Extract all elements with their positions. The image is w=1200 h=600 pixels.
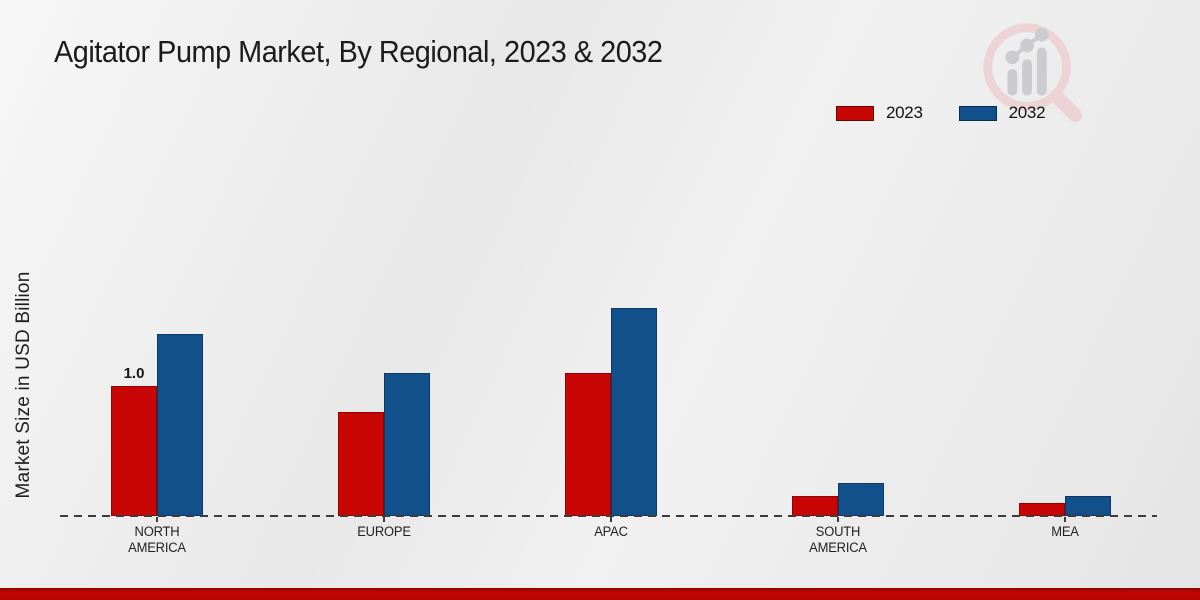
bar-2023-europe [338,412,384,516]
magnifier-bar-chart-logo [983,23,1083,123]
bar-2023-north-america [111,386,157,516]
legend-swatch-2023 [836,105,874,121]
category-label-north-america: NORTH AMERICA [128,524,186,555]
category-label-apac: APAC [594,524,628,539]
bar-2032-apac [611,308,657,516]
x-axis-tick [610,517,612,522]
y-axis-label: Market Size in USD Billion [13,271,34,499]
legend: 2023 2032 [836,103,1046,123]
x-axis-tick [156,517,158,522]
category-label-europe: EUROPE [357,524,411,539]
bar-2032-south-america [838,483,884,516]
bar-2032-mea [1065,496,1111,516]
legend-label-2032: 2032 [1008,103,1046,122]
legend-item-2023: 2023 [836,103,923,123]
bar-value-label: 1.0 [123,365,145,382]
bar-2023-south-america [792,496,838,516]
legend-label-2023: 2023 [886,103,923,122]
chart-title: Agitator Pump Market, By Regional, 2023 … [54,34,663,69]
bar-2032-europe [384,373,430,516]
category-label-south-america: SOUTH AMERICA [809,524,867,555]
x-axis-tick [1064,517,1066,522]
x-axis-tick [383,517,385,522]
bar-2023-apac [565,373,611,516]
bottom-accent-bar [0,588,1200,600]
legend-item-2032: 2032 [958,103,1046,123]
x-axis-tick [837,517,839,522]
x-axis-baseline [60,515,1157,517]
category-label-mea: MEA [1051,524,1079,539]
legend-swatch-2032 [958,105,997,121]
bar-2032-north-america [157,334,203,516]
